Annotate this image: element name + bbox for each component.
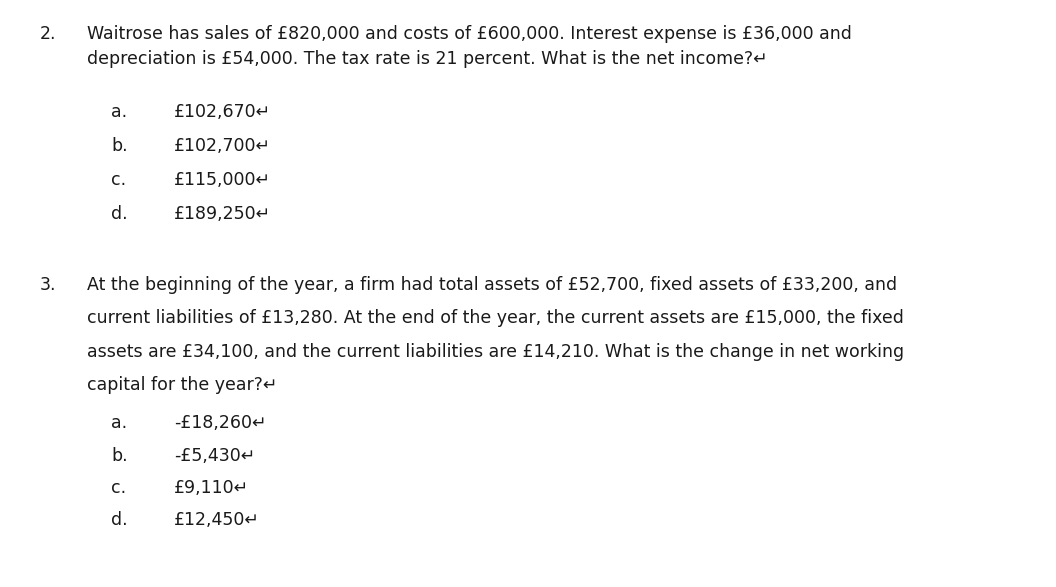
- Text: £12,450↵: £12,450↵: [174, 511, 260, 529]
- Text: 3.: 3.: [40, 276, 57, 294]
- Text: b.: b.: [111, 447, 128, 465]
- Text: £102,670↵: £102,670↵: [174, 103, 271, 121]
- Text: £102,700↵: £102,700↵: [174, 137, 271, 155]
- Text: d.: d.: [111, 511, 128, 529]
- Text: £189,250↵: £189,250↵: [174, 205, 271, 223]
- Text: -£18,260↵: -£18,260↵: [174, 414, 267, 433]
- Text: £9,110↵: £9,110↵: [174, 479, 249, 497]
- Text: c.: c.: [111, 479, 126, 497]
- Text: a.: a.: [111, 414, 127, 433]
- Text: At the beginning of the year, a firm had total assets of £52,700, fixed assets o: At the beginning of the year, a firm had…: [87, 276, 897, 294]
- Text: assets are £34,100, and the current liabilities are £14,210. What is the change : assets are £34,100, and the current liab…: [87, 343, 904, 361]
- Text: Waitrose has sales of £820,000 and costs of £600,000. Interest expense is £36,00: Waitrose has sales of £820,000 and costs…: [87, 25, 851, 43]
- Text: a.: a.: [111, 103, 127, 121]
- Text: 2.: 2.: [40, 25, 57, 43]
- Text: capital for the year?↵: capital for the year?↵: [87, 376, 277, 394]
- Text: d.: d.: [111, 205, 128, 223]
- Text: current liabilities of £13,280. At the end of the year, the current assets are £: current liabilities of £13,280. At the e…: [87, 309, 904, 328]
- Text: -£5,430↵: -£5,430↵: [174, 447, 256, 465]
- Text: c.: c.: [111, 171, 126, 189]
- Text: depreciation is £54,000. The tax rate is 21 percent. What is the net income?↵: depreciation is £54,000. The tax rate is…: [87, 50, 768, 68]
- Text: b.: b.: [111, 137, 128, 155]
- Text: £115,000↵: £115,000↵: [174, 171, 271, 189]
